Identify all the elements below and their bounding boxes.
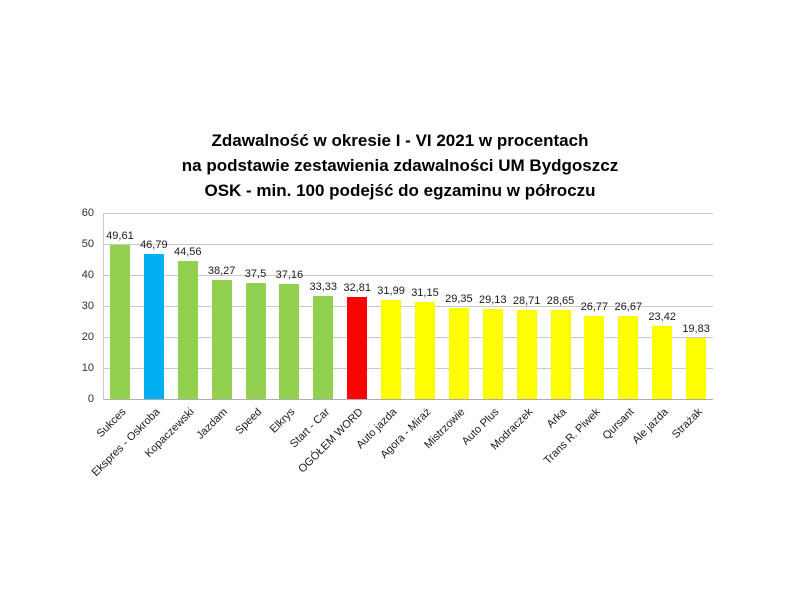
bar-value-label: 19,83 [682,322,710,335]
bar-value-label: 38,27 [207,265,236,278]
bar-value-label: 44,56 [173,245,202,258]
bar-slot: 23,42 Ale jazda [630,213,679,446]
bar-value-label: 28,65 [546,295,575,308]
y-axis-tick-label: 30 [81,300,94,312]
bar [211,280,232,399]
bar [414,302,435,399]
chart-title-line-3: OSK - min. 100 podejść do egzaminu w pół… [204,181,596,200]
bar-slot: 26,67 Qursant [601,213,645,442]
bar-value-label: 23,42 [648,311,676,324]
bar-value-label: 49,61 [106,230,134,243]
bar-slot: 26,77 Trans R. Piwek [542,213,611,467]
bar-slot: 31,99 Auto jazda [354,213,408,451]
bar-slot: 29,35 Mistrzowie [422,213,476,451]
bar-value-label: 46,79 [140,238,168,251]
bar-value-label: 26,77 [580,301,609,314]
x-axis-category-label: Jazdam [194,406,231,442]
bar-slot: 31,15 Agora - Miraż [378,213,442,461]
bars-layer: 49,61 Sukces 46,79 Ekspres - Oskroba 44,56 Ko… [89,213,713,479]
bar-slot: 44,56 Kopaczewski [142,213,205,460]
bar [109,245,130,399]
x-axis-line [103,399,713,400]
bar-slot: 32,81 OGÓŁEM WORD [296,213,374,475]
bar-value-label: 31,15 [411,287,439,300]
bar-slot: 29,13 Auto Plus [459,213,510,448]
bar-slot: 46,79 Ekspres - Oskroba [89,213,171,479]
y-axis-line [103,213,104,399]
y-axis-tick-label: 40 [81,269,94,281]
bar-slot: 33,33 Start - Car [287,213,340,451]
x-axis-category-label: Elkrys [268,406,298,436]
x-axis-category-label: Ale jazda [630,406,671,447]
y-axis-tick-label: 20 [81,331,94,343]
y-axis-tick-label: 0 [87,393,94,405]
bar [686,337,707,399]
gridline [103,213,713,214]
x-axis-category-label: Speed [233,406,265,437]
bar-value-label: 33,33 [309,280,338,293]
chart-title-line-1: Zdawalność w okresie I - VI 2021 w proce… [211,131,589,150]
gridline [103,337,713,338]
bar-value-label: 26,67 [614,301,643,314]
bar [652,326,673,399]
bar-value-label: 32,81 [343,282,371,295]
bar [245,282,266,399]
y-axis-tick-label: 10 [81,362,94,374]
bar-slot: 28,71 Modraczek [489,213,544,453]
bar-slot: 37,5 Speed [233,213,273,437]
bar [177,260,198,399]
y-axis-tick-label: 50 [81,238,94,250]
chart-title: Zdawalność w okresie I - VI 2021 w proce… [0,128,800,203]
bar [516,310,537,399]
bar [347,297,368,399]
bar [143,253,164,399]
bar [313,295,334,399]
x-axis-category-label: Strażak [669,406,705,441]
bar [381,299,402,399]
bar-value-label: 37,16 [275,268,304,281]
gridline [103,275,713,276]
bar-slot: 49,61 Sukces [94,213,137,440]
bar-slot: 19,83 Strażak [670,213,713,441]
x-axis-category-label: Arka [544,406,570,431]
gridline [103,306,713,307]
chart-title-line-2: na podstawie zestawienia zdawalności UM … [181,156,619,175]
gridline [103,244,713,245]
bar-value-label: 29,13 [478,293,507,306]
bar [584,316,605,399]
y-axis-tick-label: 60 [81,207,94,219]
bar-slot: 37,16 Elkrys [268,213,306,436]
plot-area: 0 10 20 30 40 50 60 49,61 Sukces 46,79 Ekspres - … [82,207,713,479]
bar-value-label: 29,35 [445,293,473,306]
bar-slot: 28,65 Arka [544,213,578,430]
bar [482,308,503,399]
bar-slot: 38,27 Jazdam [194,213,239,441]
bar-value-label: 37,5 [244,267,267,280]
gridline [103,368,713,369]
bar [618,316,639,399]
bar [448,308,469,399]
bar [550,310,571,399]
bar-value-label: 28,71 [512,295,541,307]
bar-value-label: 31,99 [377,284,405,297]
bar [279,283,300,399]
